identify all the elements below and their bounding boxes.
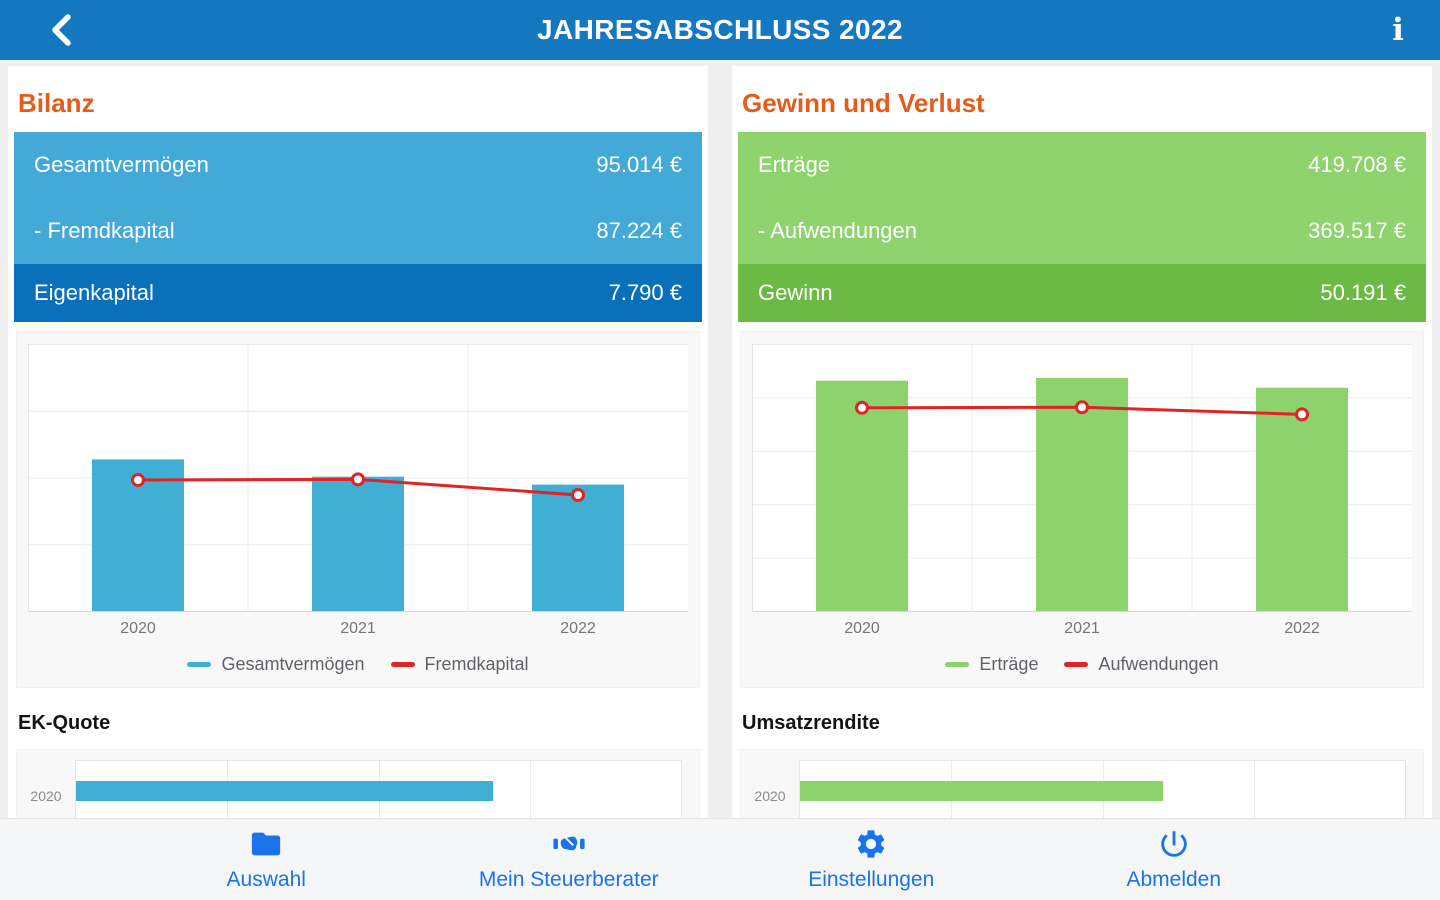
- section-title-umsatzrendite: Umsatzrendite: [742, 712, 880, 734]
- info-icon: i: [1392, 11, 1404, 48]
- gridline: [227, 761, 229, 867]
- info-button[interactable]: i: [1378, 10, 1418, 50]
- legend-label: Fremdkapital: [424, 654, 529, 674]
- bilanz-kpi-rows: Gesamtvermögen 95.014 € - Fremdkapital 8…: [14, 132, 702, 322]
- app-header: JAHRESABSCHLUSS 2022 i: [0, 0, 1440, 60]
- gridline: [1102, 761, 1104, 867]
- back-button[interactable]: [42, 12, 82, 50]
- legend-swatch-gesamtvermoegen: [187, 662, 212, 667]
- x-tick: 2020: [844, 620, 880, 637]
- kpi-value: 95.014 €: [596, 152, 682, 177]
- kpi-label: Eigenkapital: [34, 280, 154, 305]
- handshake-icon: [553, 836, 585, 851]
- kpi-value: 87.224 €: [596, 218, 682, 243]
- legend-label: Gesamtvermögen: [221, 654, 365, 674]
- power-icon: [1161, 831, 1187, 857]
- kpi-label: - Fremdkapital: [34, 218, 175, 243]
- kpi-label: - Aufwendungen: [758, 218, 918, 243]
- x-tick: 2022: [560, 620, 596, 637]
- section-title-guv: Gewinn und Verlust: [742, 88, 985, 118]
- nav-label: Abmelden: [1126, 868, 1222, 891]
- gridline: [529, 761, 531, 867]
- section-title-bilanz: Bilanz: [18, 88, 95, 118]
- section-title-ek-quote: EK-Quote: [18, 712, 111, 734]
- nav-item-auswahl[interactable]: Auswahl: [115, 819, 418, 900]
- kpi-row-aufwendungen: - Aufwendungen 369.517 €: [738, 198, 1426, 264]
- kpi-row-gesamtvermoegen: Gesamtvermögen 95.014 €: [14, 132, 702, 198]
- kpi-row-gewinn: Gewinn 50.191 €: [738, 264, 1426, 322]
- gridline: [1253, 761, 1255, 867]
- nav-label: Auswahl: [226, 868, 306, 891]
- bilanz-chart-card: 2020 2021 2022 Gesamtvermögen Fremdkapit…: [16, 331, 700, 688]
- kpi-label: Erträge: [758, 152, 831, 177]
- legend-swatch-fremdkapital: [390, 662, 415, 667]
- nav-item-abmelden[interactable]: Abmelden: [1023, 819, 1326, 900]
- content: Bilanz Gesamtvermögen 95.014 € - Fremdka…: [0, 60, 1440, 900]
- umsatzrendite-bar-2020: [800, 781, 1163, 801]
- ek-quote-bar-2020: [76, 781, 494, 801]
- panel-bilanz: Bilanz Gesamtvermögen 95.014 € - Fremdka…: [8, 66, 708, 900]
- kpi-value: 369.517 €: [1308, 218, 1406, 243]
- guv-bar-line-chart: [752, 344, 1412, 612]
- nav-item-mein-steuerberater[interactable]: Mein Steuerberater: [418, 819, 721, 900]
- guv-x-axis-labels: 2020 2021 2022: [752, 620, 1412, 638]
- kpi-row-ertraege: Erträge 419.708 €: [738, 132, 1426, 198]
- folder-icon: [252, 832, 281, 856]
- kpi-value: 50.191 €: [1320, 280, 1406, 305]
- kpi-label: Gesamtvermögen: [34, 152, 209, 177]
- kpi-label: Gewinn: [758, 280, 833, 305]
- chevron-left-icon: [52, 13, 71, 46]
- guv-kpi-rows: Erträge 419.708 € - Aufwendungen 369.517…: [738, 132, 1426, 322]
- bilanz-bar-line-chart: [28, 344, 688, 612]
- kpi-row-eigenkapital: Eigenkapital 7.790 €: [14, 264, 702, 322]
- x-tick: 2021: [1064, 620, 1100, 637]
- guv-chart-card: 2020 2021 2022 Erträge Aufwendungen: [740, 331, 1424, 688]
- nav-item-einstellungen[interactable]: Einstellungen: [720, 819, 1023, 900]
- legend-label: Aufwendungen: [1098, 654, 1219, 674]
- gear-icon: [858, 830, 885, 858]
- guv-legend: Erträge Aufwendungen: [752, 654, 1412, 675]
- kpi-row-fremdkapital: - Fremdkapital 87.224 €: [14, 198, 702, 264]
- bottom-nav: Auswahl Mein Steuerberater Einstellungen…: [0, 818, 1440, 900]
- legend-label: Erträge: [979, 654, 1039, 674]
- gridline: [951, 761, 953, 867]
- x-tick: 2022: [1284, 620, 1320, 637]
- bilanz-legend: Gesamtvermögen Fremdkapital: [28, 654, 688, 675]
- page-title: JAHRESABSCHLUSS 2022: [537, 14, 903, 45]
- gridline: [378, 761, 380, 867]
- y-tick: 2020: [754, 788, 786, 804]
- nav-label: Mein Steuerberater: [478, 868, 659, 891]
- x-tick: 2021: [340, 620, 376, 637]
- legend-swatch-aufwendungen: [1064, 662, 1089, 667]
- kpi-value: 7.790 €: [608, 280, 682, 305]
- kpi-value: 419.708 €: [1308, 152, 1406, 177]
- legend-swatch-ertraege: [945, 662, 970, 667]
- bilanz-x-axis-labels: 2020 2021 2022: [28, 620, 688, 638]
- nav-label: Einstellungen: [808, 868, 935, 891]
- x-tick: 2020: [120, 620, 156, 637]
- panel-guv: Gewinn und Verlust Erträge 419.708 € - A…: [732, 66, 1432, 900]
- y-tick: 2020: [30, 788, 62, 804]
